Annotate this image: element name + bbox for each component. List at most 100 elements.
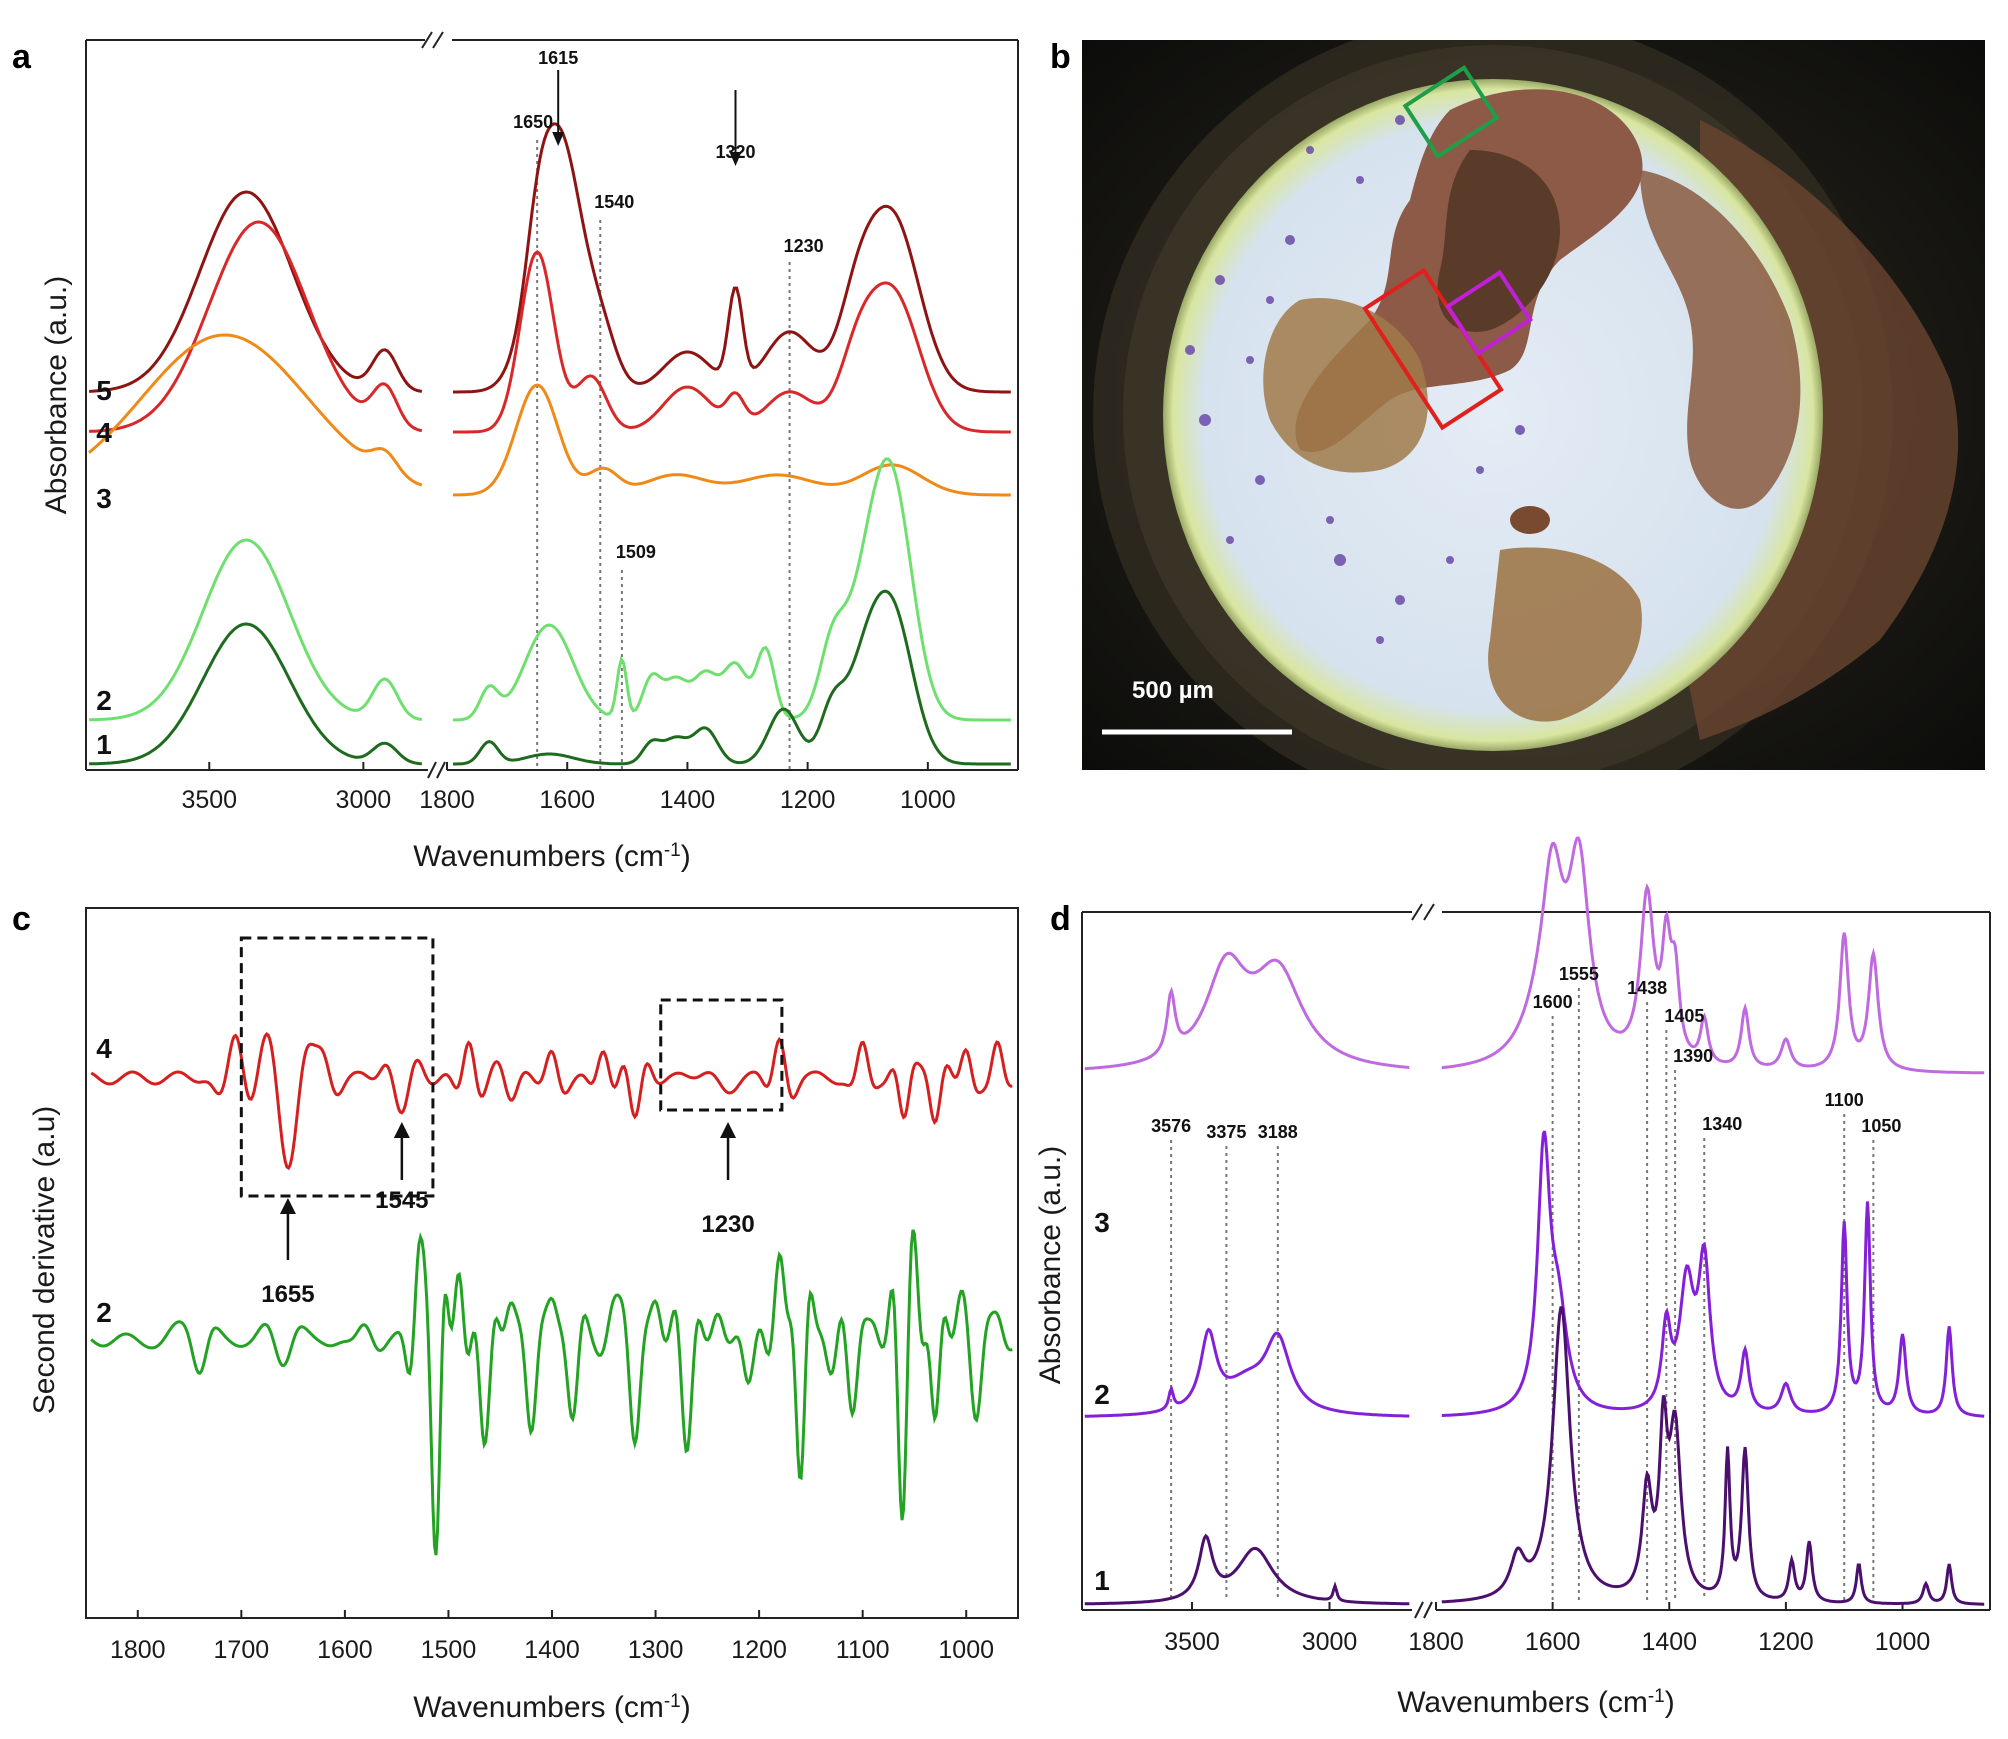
peak-label-3375: 3375: [1206, 1122, 1246, 1142]
peak-arrowhead-1615: [552, 132, 565, 146]
peak-arrowhead-1320: [729, 152, 742, 166]
micrograph-image: 500 µm: [1082, 40, 1985, 770]
trace-label-4: 4: [96, 1033, 112, 1064]
panel-a-xlabel: Wavenumbers (cm-1): [413, 840, 691, 874]
x-tick-label: 1000: [1875, 1628, 1931, 1656]
spectrum-2-low: [1441, 1130, 1985, 1418]
peak-label-1340: 1340: [1702, 1114, 1742, 1134]
panel-a-ticks: 3500 3000 1800 1600 1400 1200 1000: [181, 762, 956, 814]
panel-b: b: [1050, 38, 1985, 770]
peak-label-1390: 1390: [1673, 1046, 1713, 1066]
peak-label-3576: 3576: [1151, 1116, 1191, 1136]
peak-label-1405: 1405: [1664, 1006, 1704, 1026]
panel-d-label: d: [1050, 900, 1071, 938]
peak-label-1650: 1650: [513, 112, 553, 132]
x-tick-label: 1600: [317, 1636, 373, 1664]
x-tick-label: 1500: [421, 1636, 477, 1664]
panel-a-ylabel: Absorbance (a.u.): [40, 276, 73, 514]
peak-arrowhead-1655: [279, 1198, 296, 1214]
scale-bar-label: 500 µm: [1132, 677, 1214, 704]
x-tick-label: 3500: [1164, 1628, 1220, 1656]
panel-a-peak-lines: [536, 140, 791, 770]
x-tick-label: 1000: [900, 786, 956, 814]
spectrum-1-low: [1441, 1306, 1985, 1606]
peak-label-1540: 1540: [594, 192, 634, 212]
spectrum-3-high: [1084, 951, 1410, 1071]
peak-label-1230: 1230: [784, 236, 824, 256]
spectrum-3-high: [88, 333, 423, 487]
panel-d-peak-lines: [1170, 988, 1875, 1600]
trace-label-5: 5: [96, 375, 112, 406]
panel-c-ticks: 1800 1700 1600 1500 1400 1300 1200 1100 1000: [110, 1610, 994, 1664]
panel-a-spectra: [88, 122, 1011, 766]
panel-a-axis-break: [421, 31, 446, 779]
spectrum-4-low: [453, 250, 1011, 434]
peak-label-1655: 1655: [261, 1281, 314, 1308]
spectrum-5-low: [453, 122, 1011, 394]
panel-d-xlabel: Wavenumbers (cm-1): [1397, 1686, 1675, 1720]
spectrum-1-high: [1084, 1533, 1410, 1606]
micrograph-roi-markers: [1362, 65, 1534, 431]
panel-c: c 1800 1700 1600 1500 1400 1300 1200 1100 1000 1…: [12, 900, 1019, 1725]
x-tick-label: 1400: [524, 1636, 580, 1664]
spectrum-2-high: [1084, 1327, 1410, 1418]
x-tick-label: 1400: [660, 786, 716, 814]
peak-label-1545: 1545: [375, 1187, 428, 1214]
peak-arrowhead-1545: [393, 1122, 410, 1138]
peak-label-1555: 1555: [1559, 964, 1599, 984]
peak-label-1438: 1438: [1627, 978, 1667, 998]
trace-label-1: 1: [1094, 1565, 1110, 1596]
trace-label-1: 1: [96, 729, 112, 760]
panel-a-trace-labels: 5 4 3 2 1: [96, 375, 112, 760]
panel-a-label: a: [12, 38, 32, 76]
x-tick-label: 1000: [938, 1636, 994, 1664]
panel-c-xlabel: Wavenumbers (cm-1): [413, 1691, 691, 1725]
spectrum-3-low: [452, 383, 1011, 497]
panel-c-spectra: [90, 1032, 1013, 1556]
x-tick-label: 1600: [539, 786, 595, 814]
x-tick-label: 1200: [731, 1636, 787, 1664]
spectrum-1-high: [89, 622, 422, 766]
peak-label-1509: 1509: [616, 542, 656, 562]
panel-c-ylabel: Second derivative (a.u): [28, 1106, 61, 1415]
panel-a-annotations: 1650 1615 1540 1509 1320 1230: [513, 48, 823, 562]
x-tick-label: 1200: [1758, 1628, 1814, 1656]
peak-label-1600: 1600: [1533, 992, 1573, 1012]
x-tick-label: 1300: [628, 1636, 684, 1664]
trace-label-2: 2: [96, 1297, 112, 1328]
spectrum-4-high: [89, 220, 423, 433]
spectrum-2-low: [452, 457, 1011, 722]
peak-label-3188: 3188: [1258, 1122, 1298, 1142]
trace-label-3: 3: [96, 483, 112, 514]
peak-label-1615: 1615: [538, 48, 578, 68]
panel-d-frame: [1081, 911, 1991, 1611]
panel-d-spectra: [1084, 836, 1985, 1606]
panel-c-annotations: 1655 1545 1230 4 2: [96, 936, 784, 1328]
x-tick-label: 1400: [1641, 1628, 1697, 1656]
panel-c-frame: [85, 907, 1019, 1619]
region-box-2: [659, 998, 784, 1112]
x-tick-label: 1100: [836, 1636, 890, 1664]
trace-label-2: 2: [96, 685, 112, 716]
trace-label-3: 3: [1094, 1207, 1110, 1238]
spectrum-3-low: [1441, 836, 1985, 1075]
panel-d-annotations: 3576 3375 3188 1600 1555 1438 1405 1390 1340 1100…: [1151, 964, 1901, 1142]
x-tick-label: 1800: [1408, 1628, 1464, 1656]
x-tick-label: 3000: [336, 786, 392, 814]
x-tick-label: 3000: [1302, 1628, 1358, 1656]
spectrum-5-high: [89, 190, 423, 393]
panel-d-axis-break: [1411, 903, 1435, 1619]
x-tick-label: 1700: [214, 1636, 270, 1664]
x-tick-label: 1800: [419, 786, 475, 814]
panel-d-ylabel: Absorbance (a.u.): [1034, 1146, 1067, 1384]
x-tick-label: 1600: [1525, 1628, 1581, 1656]
x-tick-label: 1200: [780, 786, 836, 814]
peak-label-1100: 1100: [1825, 1090, 1864, 1110]
peak-label-1230: 1230: [701, 1211, 754, 1238]
trace-label-4: 4: [96, 417, 112, 448]
peak-arrowhead-1230: [720, 1122, 737, 1138]
x-tick-label: 3500: [181, 786, 237, 814]
derivative-curve-4: [90, 1032, 1013, 1171]
region-box-1: [239, 936, 435, 1198]
